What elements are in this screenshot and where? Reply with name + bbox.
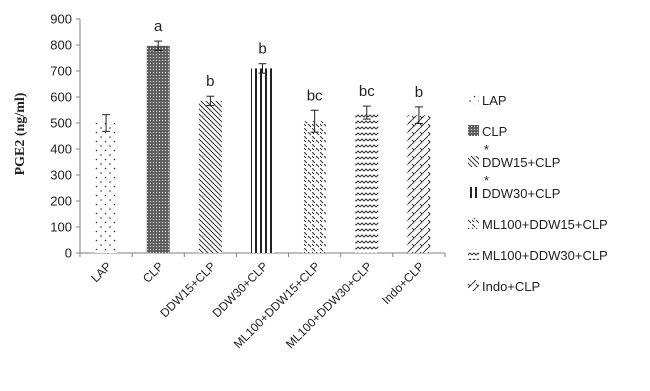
y-tick-label: 0 <box>65 246 72 261</box>
legend-item: DDW30+CLP* <box>468 173 560 201</box>
bar-5 <box>303 121 327 254</box>
y-tick-label: 900 <box>50 12 72 27</box>
y-tick-label: 200 <box>50 194 72 209</box>
significance-label: b <box>415 84 423 101</box>
x-tick-label: ML100+DDW30+CLP <box>283 259 375 351</box>
bar-1 <box>94 123 118 253</box>
y-axis-label: PGE2 (ng/ml) <box>13 92 28 175</box>
error-bar <box>206 95 215 107</box>
x-tick-labels: LAP CLPDDW15+CLPDDW30+CLPML100+DDW15+CLPM… <box>79 253 446 351</box>
legend-swatch <box>468 249 479 260</box>
x-tick-label: LAP <box>88 259 114 285</box>
legend-marker: * <box>484 173 489 188</box>
bars <box>94 45 431 254</box>
legend-label: DDW15+CLP <box>482 155 560 170</box>
significance-labels: a b b bc bc b <box>154 18 423 104</box>
bar-3 <box>198 100 222 254</box>
legend-swatch <box>468 125 479 136</box>
error-bars <box>102 40 423 133</box>
legend-swatch <box>468 94 479 105</box>
legend-label: ML100+DDW15+CLP <box>482 217 608 232</box>
y-tick-label: 800 <box>50 38 72 53</box>
legend-marker: * <box>484 142 489 157</box>
error-bar <box>310 109 319 133</box>
legend-item: ML100+DDW30+CLP <box>468 248 608 263</box>
x-tick-label: Indo+CLP <box>379 259 427 307</box>
bar-6 <box>355 112 379 253</box>
x-axis: LAP CLPDDW15+CLPDDW30+CLPML100+DDW15+CLPM… <box>79 252 446 351</box>
error-bar <box>258 63 267 74</box>
error-bar <box>414 106 423 125</box>
legend-item: DDW15+CLP* <box>468 142 560 170</box>
error-bar <box>102 114 111 132</box>
significance-label: b <box>206 73 214 90</box>
bar-4 <box>251 68 274 254</box>
y-tick-label: 100 <box>50 220 72 235</box>
y-tick-label: 500 <box>50 116 72 131</box>
legend-swatch <box>468 218 479 229</box>
y-axis: PGE2 (ng/ml) 0 100 200 300 400 500 600 700 800 90… <box>13 12 81 261</box>
legend-item: ML100+DDW15+CLP <box>468 217 608 232</box>
x-tick-label: ML100+DDW15+CLP <box>231 259 323 351</box>
y-tick-label: 700 <box>50 64 72 79</box>
y-tick-label: 400 <box>50 142 72 157</box>
legend-label: ML100+DDW30+CLP <box>482 248 608 263</box>
bar-7 <box>407 115 431 253</box>
y-tick-label: 600 <box>50 90 72 105</box>
legend-item: CLP <box>468 124 507 139</box>
y-tick-labels: 0 100 200 300 400 500 600 700 800 900 <box>50 12 80 261</box>
legend: LAPCLPDDW15+CLP*DDW30+CLP*ML100+DDW15+CL… <box>468 93 608 294</box>
bar-2 <box>146 45 170 253</box>
y-tick-label: 300 <box>50 168 72 183</box>
legend-swatch <box>468 187 479 198</box>
legend-label: DDW30+CLP <box>482 186 560 201</box>
error-bar <box>154 40 163 51</box>
legend-item: Indo+CLP <box>468 279 540 294</box>
significance-label: bc <box>359 83 375 100</box>
significance-label: a <box>154 18 163 35</box>
legend-swatch <box>468 280 479 291</box>
legend-swatch <box>468 156 479 167</box>
significance-label: bc <box>307 87 323 104</box>
legend-label: LAP <box>482 93 507 108</box>
legend-label: CLP <box>482 124 507 139</box>
x-tick-label: CLP <box>140 259 166 285</box>
error-bar <box>362 105 371 120</box>
legend-item: LAP <box>468 93 507 108</box>
significance-label: b <box>258 41 266 58</box>
legend-label: Indo+CLP <box>482 279 540 294</box>
